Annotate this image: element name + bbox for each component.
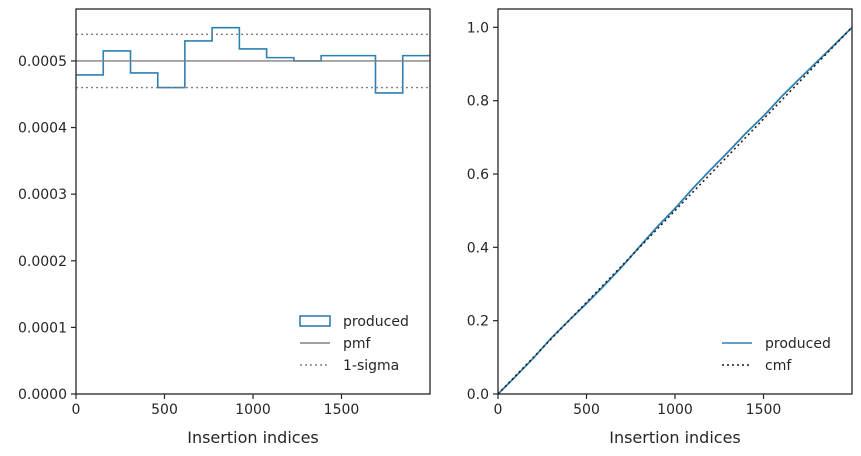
- legend-produced-handle: [299, 315, 331, 327]
- cdf-panel: 0 500 1000 1500 0.0 0.2 0.4 0.6 0.8 1.0 Insertion …: [467, 8, 853, 447]
- x-tick-label: 1500: [324, 402, 360, 418]
- histogram-panel: 0 500 1000 1500 0.0000 0.0001 0.0002 0.0003 0.00…: [18, 8, 431, 447]
- produced-step-line: [76, 26, 430, 94]
- y-tick-label: 0.0004: [18, 121, 67, 137]
- legend-pmf-label: pmf: [343, 336, 372, 352]
- plot-area: [76, 26, 430, 94]
- x-tick-label: 0: [494, 402, 503, 418]
- x-tick-label: 1000: [657, 402, 693, 418]
- x-axis-label: Insertion indices: [609, 428, 741, 447]
- x-tick-label: 500: [573, 402, 600, 418]
- y-tick-label: 0.0002: [18, 254, 67, 270]
- y-tick-label: 0.8: [467, 94, 489, 110]
- y-tick-label: 0.0: [467, 387, 489, 403]
- y-tick-label: 1.0: [467, 20, 489, 36]
- x-tick-label: 1000: [235, 402, 271, 418]
- y-tick-label: 0.0003: [18, 187, 67, 203]
- plot-area: [498, 26, 852, 394]
- y-tick-label: 0.6: [467, 167, 489, 183]
- x-tick-label: 1500: [746, 402, 782, 418]
- x-tick-label: 0: [72, 402, 81, 418]
- y-tick-label: 0.0000: [18, 387, 67, 403]
- legend-produced-label: produced: [343, 314, 409, 330]
- legend-1-sigma-label: 1-sigma: [343, 358, 399, 374]
- axes-frame: [75, 8, 431, 395]
- y-tick-label: 0.2: [467, 314, 489, 330]
- legend-cmf-label: cmf: [765, 358, 792, 374]
- y-tick-label: 0.0001: [18, 320, 67, 336]
- x-tick-label: 500: [151, 402, 178, 418]
- legend-produced-label: produced: [765, 336, 831, 352]
- x-axis-label: Insertion indices: [187, 428, 319, 447]
- y-tick-label: 0.0005: [18, 54, 67, 70]
- y-tick-label: 0.4: [467, 240, 489, 256]
